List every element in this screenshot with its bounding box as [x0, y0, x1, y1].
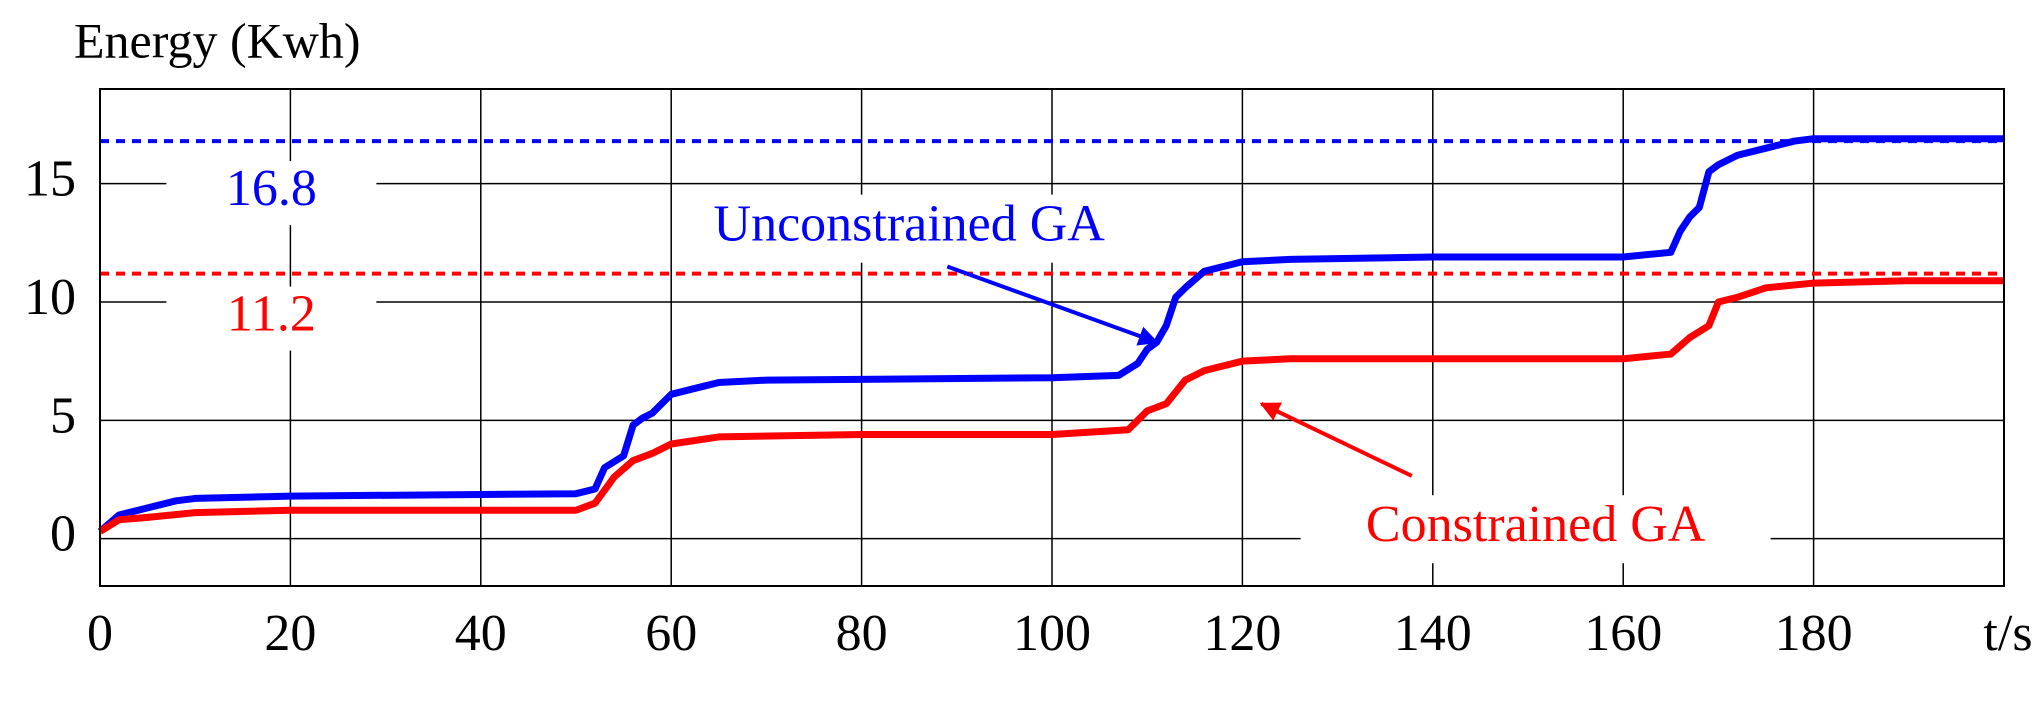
series-label: Unconstrained GA — [714, 196, 1106, 253]
x-tick-label: 20 — [264, 605, 316, 662]
y-tick-label: 5 — [50, 387, 76, 444]
y-tick-label: 10 — [24, 269, 76, 326]
reference-label: 16.8 — [226, 160, 317, 217]
x-tick-label: 80 — [836, 605, 888, 662]
annotation-arrow — [946, 264, 1159, 346]
x-tick-label: 160 — [1584, 605, 1662, 662]
y-tick-label: 0 — [50, 506, 76, 563]
x-tick-label: 120 — [1203, 605, 1281, 662]
x-tick-label: 140 — [1394, 605, 1472, 662]
x-tick-label: 60 — [645, 605, 697, 662]
y-tick-label: 15 — [24, 151, 76, 208]
x-tick-label: 100 — [1013, 605, 1091, 662]
x-tick-label: 180 — [1775, 605, 1853, 662]
annotation-arrow — [1259, 401, 1413, 478]
x-tick-label: 40 — [455, 605, 507, 662]
label-background — [166, 286, 377, 351]
label-background — [1300, 495, 1771, 564]
series-label: Constrained GA — [1366, 496, 1706, 553]
plot-frame — [99, 88, 2005, 587]
x-axis-label: t/s — [1983, 605, 2032, 662]
label-background — [166, 161, 377, 226]
chart-title: Energy (Kwh) — [74, 12, 361, 68]
series-line — [98, 277, 2004, 535]
label-background — [674, 194, 1145, 263]
reference-label: 11.2 — [227, 286, 316, 343]
x-tick-label: 0 — [87, 605, 113, 662]
